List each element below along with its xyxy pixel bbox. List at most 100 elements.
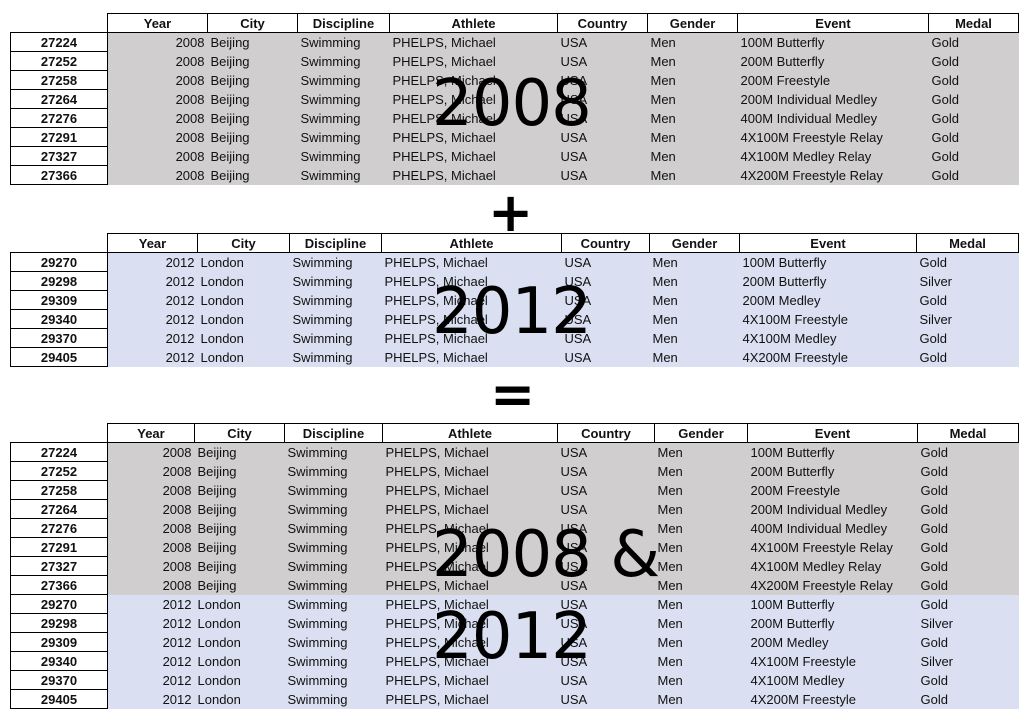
cell-country: USA (557, 575, 655, 595)
cell-athlete: PHELPS, Michael (382, 575, 558, 595)
cell-gender: Men (647, 127, 738, 147)
header-country: Country (557, 13, 648, 33)
header-medal: Medal (917, 423, 1019, 443)
row-id: 27366 (10, 575, 108, 595)
cell-medal: Gold (917, 480, 1019, 500)
cell-gender: Men (647, 108, 738, 128)
cell-city: Beijing (207, 70, 298, 90)
header-athlete: Athlete (382, 423, 558, 443)
table-row: 27291 2008 Beijing Swimming PHELPS, Michael U… (10, 127, 1019, 147)
cell-country: USA (557, 613, 655, 633)
cell-discipline: Swimming (284, 461, 383, 481)
cell-country: USA (557, 461, 655, 481)
plus-sign: + (488, 181, 534, 244)
header-gender: Gender (647, 13, 738, 33)
cell-athlete: PHELPS, Michael (382, 556, 558, 576)
cell-athlete: PHELPS, Michael (382, 442, 558, 462)
cell-gender: Men (654, 537, 748, 557)
cell-medal: Gold (916, 252, 1019, 272)
cell-medal: Gold (917, 689, 1019, 709)
header-event: Event (747, 423, 918, 443)
cell-athlete: PHELPS, Michael (389, 108, 558, 128)
cell-event: 4X100M Freestyle (747, 651, 918, 671)
cell-country: USA (557, 689, 655, 709)
table-row: 27258 2008 Beijing Swimming PHELPS, Michael U… (10, 480, 1019, 500)
header-athlete: Athlete (389, 13, 558, 33)
cell-gender: Men (654, 651, 748, 671)
row-id: 29405 (10, 347, 108, 367)
cell-medal: Gold (928, 32, 1019, 52)
table-row: 29298 2012 London Swimming PHELPS, Michael US… (10, 613, 1019, 633)
row-id: 27327 (10, 556, 108, 576)
cell-discipline: Swimming (297, 108, 390, 128)
cell-city: Beijing (207, 51, 298, 71)
cell-year: 2008 (107, 537, 195, 557)
cell-city: London (197, 290, 290, 310)
cell-athlete: PHELPS, Michael (389, 51, 558, 71)
cell-city: London (194, 651, 285, 671)
cell-athlete: PHELPS, Michael (382, 632, 558, 652)
cell-year: 2008 (107, 70, 208, 90)
cell-year: 2008 (107, 51, 208, 71)
cell-city: Beijing (194, 537, 285, 557)
cell-event: 200M Butterfly (739, 271, 917, 291)
cell-athlete: PHELPS, Michael (381, 252, 562, 272)
cell-event: 4X100M Freestyle Relay (737, 127, 929, 147)
cell-medal: Gold (928, 89, 1019, 109)
row-id: 27258 (10, 480, 108, 500)
table-row: 29298 2012 London Swimming PHELPS, Michael US… (10, 271, 1019, 291)
cell-event: 4X200M Freestyle (747, 689, 918, 709)
cell-discipline: Swimming (284, 670, 383, 690)
cell-gender: Men (647, 89, 738, 109)
cell-city: London (194, 670, 285, 690)
cell-year: 2012 (107, 290, 198, 310)
table-2012: Year City Discipline Athlete Country Gen… (10, 233, 1019, 367)
cell-year: 2012 (107, 670, 195, 690)
cell-discipline: Swimming (289, 290, 382, 310)
cell-medal: Gold (928, 108, 1019, 128)
row-id: 29298 (10, 613, 108, 633)
header-country: Country (557, 423, 655, 443)
corner-cell (10, 233, 108, 253)
cell-gender: Men (647, 165, 738, 185)
cell-gender: Men (649, 347, 740, 367)
cell-discipline: Swimming (284, 499, 383, 519)
cell-country: USA (557, 651, 655, 671)
row-id: 27291 (10, 537, 108, 557)
cell-athlete: PHELPS, Michael (389, 165, 558, 185)
row-id: 27252 (10, 51, 108, 71)
cell-event: 200M Freestyle (737, 70, 929, 90)
table-row: 29309 2012 London Swimming PHELPS, Michael US… (10, 290, 1019, 310)
equals-sign: = (490, 363, 536, 426)
row-id: 27224 (10, 442, 108, 462)
cell-gender: Men (649, 252, 740, 272)
table-row: 27224 2008 Beijing Swimming PHELPS, Michael U… (10, 32, 1019, 52)
cell-country: USA (561, 347, 650, 367)
cell-country: USA (557, 70, 648, 90)
header-discipline: Discipline (284, 423, 383, 443)
table-row: 29405 2012 London Swimming PHELPS, Michael US… (10, 347, 1019, 367)
cell-year: 2008 (107, 32, 208, 52)
table-row: 29340 2012 London Swimming PHELPS, Michael US… (10, 309, 1019, 329)
cell-city: Beijing (207, 127, 298, 147)
cell-gender: Men (649, 290, 740, 310)
cell-city: London (197, 252, 290, 272)
table-row: 29270 2012 London Swimming PHELPS, Michael US… (10, 252, 1019, 272)
cell-discipline: Swimming (284, 651, 383, 671)
cell-athlete: PHELPS, Michael (382, 499, 558, 519)
header-year: Year (107, 233, 198, 253)
cell-city: Beijing (207, 32, 298, 52)
cell-medal: Gold (928, 146, 1019, 166)
cell-medal: Gold (917, 670, 1019, 690)
cell-country: USA (561, 290, 650, 310)
cell-medal: Gold (917, 537, 1019, 557)
table-2012-header: Year City Discipline Athlete Country Gen… (10, 233, 1019, 253)
cell-year: 2008 (107, 499, 195, 519)
table-2008: Year City Discipline Athlete Country Gen… (10, 13, 1019, 185)
row-id: 29270 (10, 594, 108, 614)
cell-discipline: Swimming (284, 632, 383, 652)
cell-city: Beijing (207, 89, 298, 109)
cell-discipline: Swimming (284, 613, 383, 633)
cell-year: 2012 (107, 347, 198, 367)
cell-year: 2012 (107, 632, 195, 652)
